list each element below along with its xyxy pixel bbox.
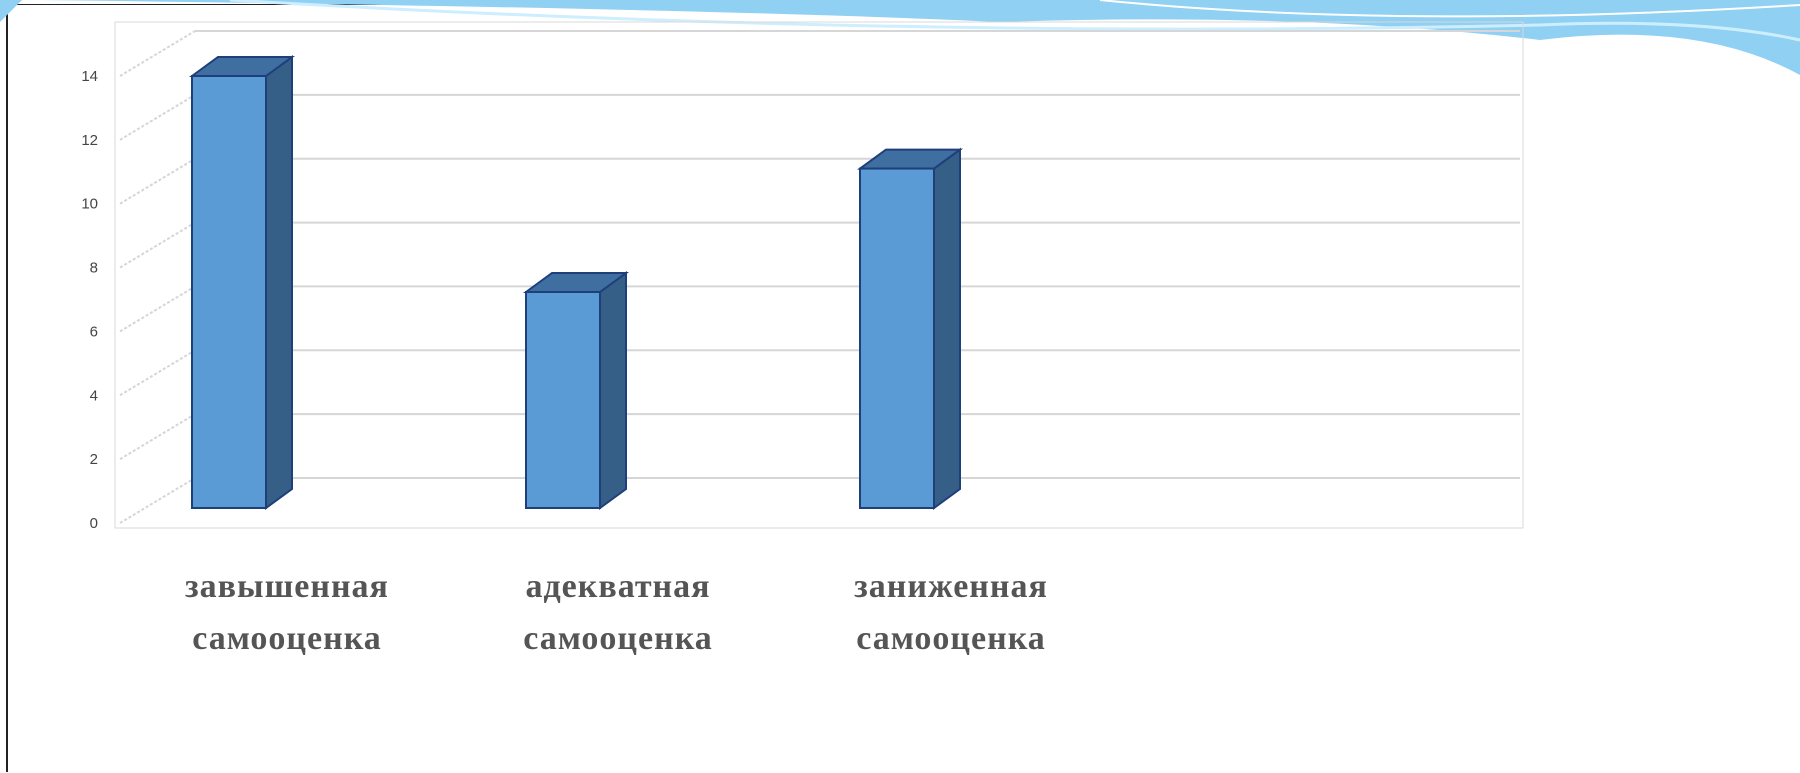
gridline-depth bbox=[119, 413, 196, 461]
bar bbox=[856, 147, 964, 510]
y-tick-label: 8 bbox=[90, 260, 98, 277]
y-tick-label: 0 bbox=[90, 515, 98, 532]
x-category-label: самооценка bbox=[856, 620, 1046, 657]
y-tick-label: 12 bbox=[81, 132, 98, 149]
y-tick-label: 2 bbox=[90, 451, 98, 468]
gridline-depth bbox=[119, 93, 196, 141]
bar bbox=[522, 271, 630, 510]
category-labels: завышенная самооценка адекватная самооценка… bbox=[185, 568, 1048, 657]
gridlines bbox=[119, 30, 1520, 524]
x-category-label: завышенная bbox=[185, 568, 389, 605]
plot-area-border bbox=[114, 21, 1524, 529]
x-category-label: самооценка bbox=[192, 620, 382, 657]
gridline-depth bbox=[119, 157, 196, 205]
bar-side bbox=[599, 271, 627, 510]
y-tick-label: 14 bbox=[81, 68, 98, 85]
gridline-depth bbox=[119, 221, 196, 269]
x-category-label: заниженная bbox=[854, 568, 1048, 605]
y-tick-label: 6 bbox=[90, 323, 98, 340]
bar-side bbox=[265, 55, 293, 510]
bars bbox=[188, 55, 964, 510]
bar bbox=[188, 55, 296, 510]
x-category-label: адекватная bbox=[525, 568, 710, 605]
bar-front bbox=[191, 75, 267, 509]
y-tick-label: 10 bbox=[81, 196, 98, 213]
bar-side bbox=[933, 147, 961, 510]
gridline-depth bbox=[119, 285, 196, 333]
bar-front bbox=[525, 291, 601, 509]
y-axis-ticks: 0 2 4 6 8 10 12 14 bbox=[81, 68, 98, 532]
gridline-depth bbox=[119, 349, 196, 397]
y-tick-label: 4 bbox=[90, 387, 98, 404]
gridline-depth bbox=[119, 477, 196, 524]
bar-front bbox=[859, 167, 935, 509]
x-category-label: самооценка bbox=[523, 620, 713, 657]
gridline-depth bbox=[119, 30, 196, 77]
